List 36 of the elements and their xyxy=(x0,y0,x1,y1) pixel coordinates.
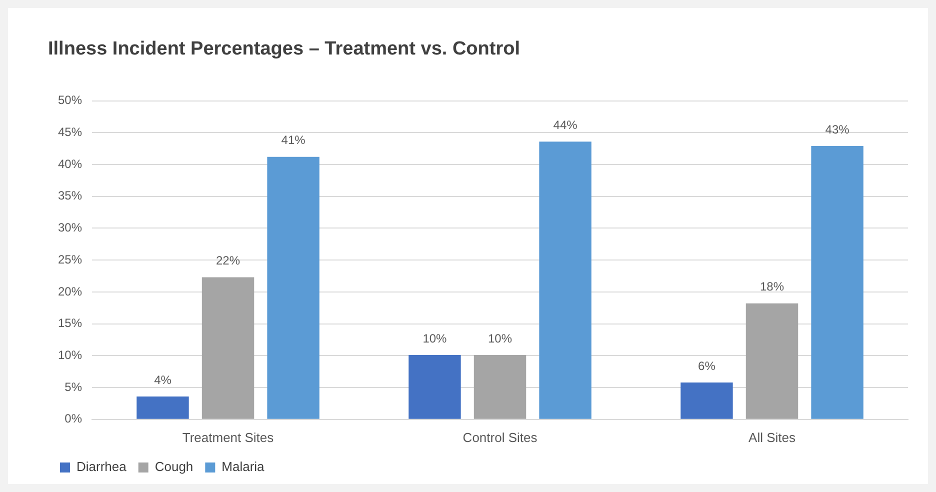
bar xyxy=(811,146,864,419)
y-tick-label: 45% xyxy=(58,124,82,139)
bar xyxy=(474,355,526,419)
bar xyxy=(202,277,254,419)
legend-label: Malaria xyxy=(222,459,266,474)
y-tick-label: 35% xyxy=(58,188,82,203)
chart-title: Illness Incident Percentages – Treatment vs. Control xyxy=(48,38,520,60)
x-tick-label: All Sites xyxy=(748,430,796,445)
data-label: 43% xyxy=(825,122,850,136)
x-tick-label: Treatment Sites xyxy=(182,430,274,445)
data-label: 44% xyxy=(553,118,578,132)
data-label: 10% xyxy=(422,331,448,346)
y-tick-label: 25% xyxy=(58,252,82,266)
data-label: 6% xyxy=(698,358,716,373)
y-tick-label: 10% xyxy=(58,348,82,362)
x-tick-label: Control Sites xyxy=(462,430,538,445)
data-label: 41% xyxy=(281,133,306,148)
y-tick-label: 40% xyxy=(58,156,82,171)
y-tick-label: 15% xyxy=(58,316,82,330)
y-tick-label: 30% xyxy=(58,220,82,235)
legend-label: Diarrhea xyxy=(76,459,128,474)
bar xyxy=(136,396,189,419)
y-tick-label: 5% xyxy=(64,380,82,394)
bar xyxy=(680,382,733,419)
y-tick-label: 50% xyxy=(58,93,82,108)
data-label: 4% xyxy=(154,372,172,387)
y-tick-label: 0% xyxy=(64,412,82,426)
data-label: 10% xyxy=(488,331,512,346)
data-label: 18% xyxy=(760,280,784,294)
bar xyxy=(539,142,592,419)
bar xyxy=(746,303,798,419)
legend-label: Cough xyxy=(154,459,194,474)
bar xyxy=(267,156,320,419)
y-tick-label: 20% xyxy=(58,284,82,298)
bar xyxy=(408,355,461,419)
data-label: 22% xyxy=(216,254,240,268)
